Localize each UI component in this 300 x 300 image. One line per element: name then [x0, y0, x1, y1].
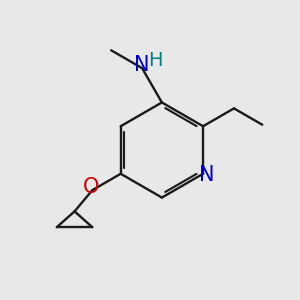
- Text: N: N: [199, 165, 215, 185]
- Text: N: N: [134, 55, 150, 75]
- Text: O: O: [83, 177, 100, 197]
- Text: H: H: [148, 51, 162, 70]
